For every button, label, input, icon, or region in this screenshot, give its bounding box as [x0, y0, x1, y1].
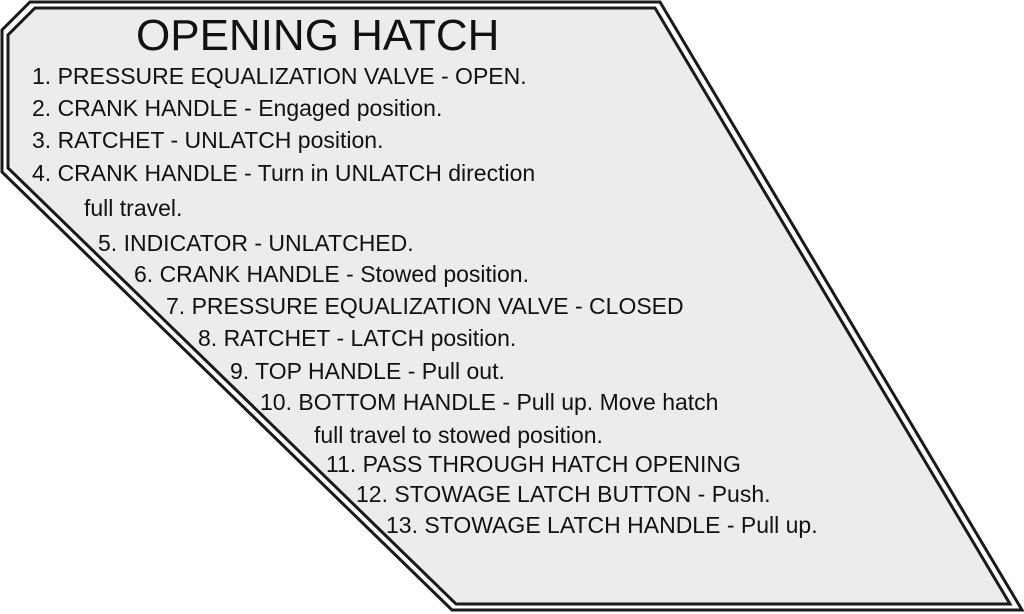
- step-10-continuation: full travel to stowed position.: [314, 422, 603, 448]
- step-2: 2. CRANK HANDLE - Engaged position.: [32, 95, 443, 121]
- step-10: 10. BOTTOM HANDLE - Pull up. Move hatch: [260, 389, 719, 415]
- step-11: 11. PASS THROUGH HATCH OPENING: [326, 451, 741, 477]
- step-13: 13. STOWAGE LATCH HANDLE - Pull up.: [386, 512, 818, 538]
- step-12: 12. STOWAGE LATCH BUTTON - Push.: [356, 481, 771, 507]
- step-4-continuation: full travel.: [84, 195, 183, 221]
- step-9: 9. TOP HANDLE - Pull out.: [230, 358, 505, 384]
- step-7: 7. PRESSURE EQUALIZATION VALVE - CLOSED: [166, 293, 684, 319]
- placard-inner-panel: [6, 6, 1013, 606]
- step-3: 3. RATCHET - UNLATCH position.: [32, 127, 384, 153]
- step-1: 1. PRESSURE EQUALIZATION VALVE - OPEN.: [32, 63, 527, 89]
- step-6: 6. CRANK HANDLE - Stowed position.: [134, 261, 529, 287]
- step-4: 4. CRANK HANDLE - Turn in UNLATCH direct…: [32, 160, 536, 186]
- step-5: 5. INDICATOR - UNLATCHED.: [98, 230, 414, 256]
- placard-title: OPENING HATCH: [136, 11, 500, 60]
- step-8: 8. RATCHET - LATCH position.: [198, 325, 517, 351]
